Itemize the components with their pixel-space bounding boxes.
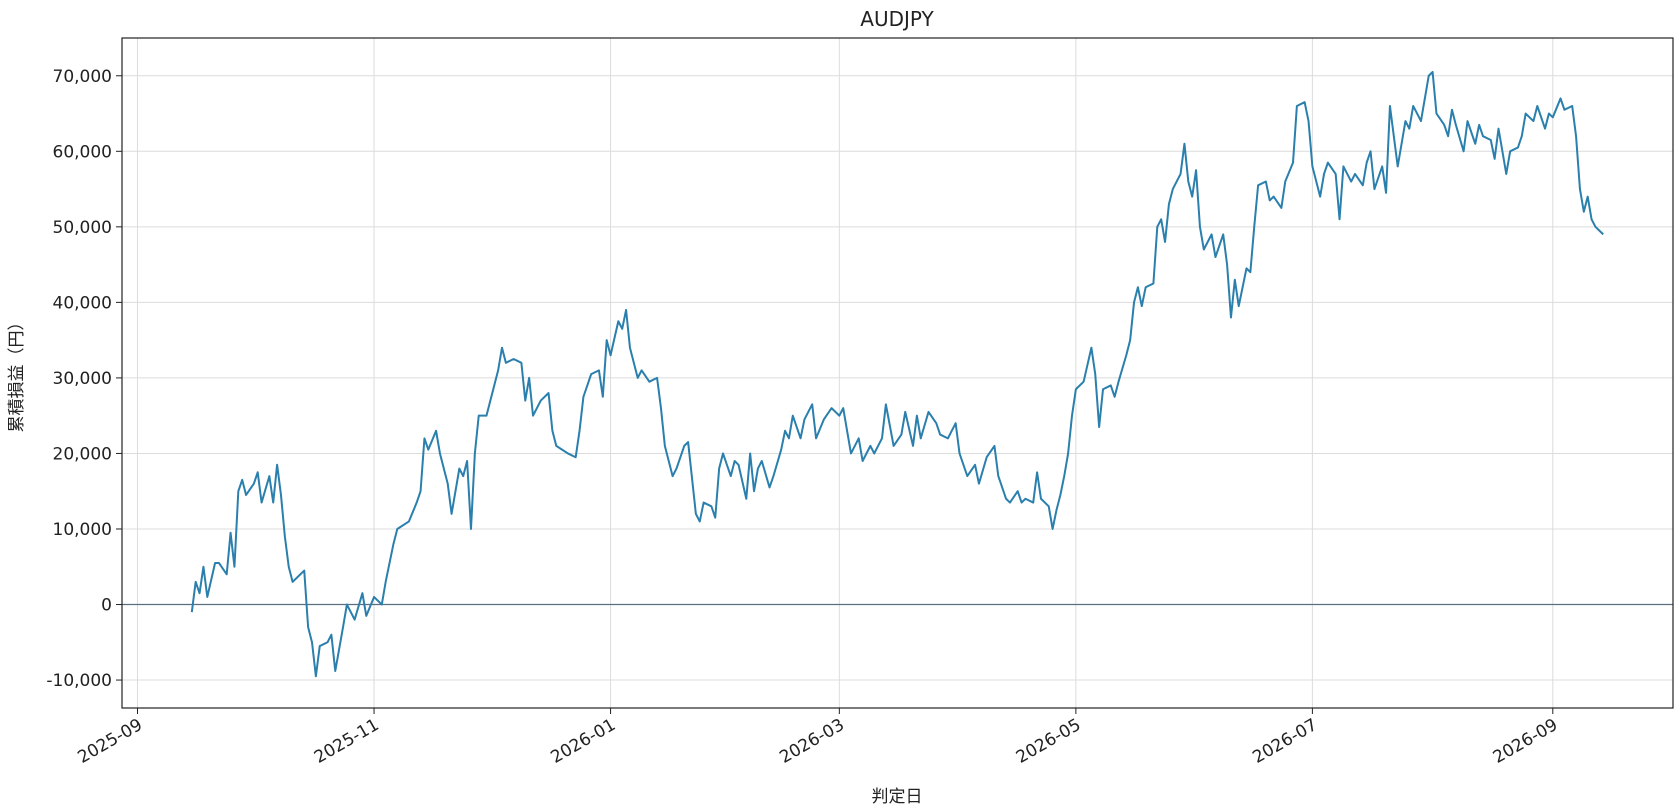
y-tick-label: 10,000	[53, 520, 112, 540]
chart-title: AUDJPY	[860, 7, 934, 31]
y-tick-label: -10,000	[46, 671, 112, 691]
y-tick-label: 40,000	[53, 293, 112, 313]
x-tick-label: 2026-09	[1490, 715, 1562, 768]
x-tick-label: 2026-01	[548, 715, 620, 768]
x-tick-label: 2025-09	[74, 715, 146, 768]
x-tick-label: 2026-07	[1249, 715, 1321, 768]
x-axis-label: 判定日	[872, 787, 923, 807]
y-axis-label: 累積損益（円）	[7, 314, 27, 433]
x-tick-label: 2026-03	[776, 715, 848, 768]
y-tick-label: 0	[101, 596, 112, 616]
plot-frame	[121, 37, 1674, 709]
y-tick-label: 20,000	[53, 444, 112, 464]
x-tick-label: 2026-05	[1013, 715, 1085, 768]
y-tick-label: 60,000	[53, 142, 112, 162]
x-tick-label: 2025-11	[311, 715, 383, 768]
data-line	[190, 70, 1604, 678]
y-tick-label: 30,000	[53, 369, 112, 389]
y-tick-label: 70,000	[53, 67, 112, 87]
y-tick-label: 50,000	[53, 218, 112, 238]
